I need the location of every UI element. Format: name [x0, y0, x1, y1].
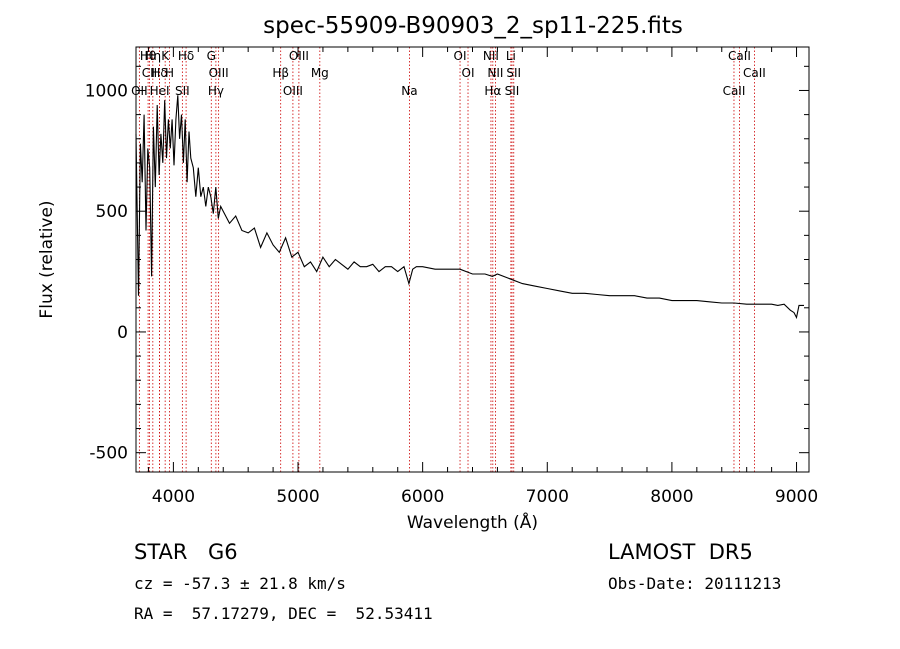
emission-line-label: CII	[142, 66, 157, 80]
y-tick-label: 500	[96, 202, 128, 222]
object-subclass: G6	[208, 540, 238, 564]
y-axis-title: Flux (relative)	[37, 200, 57, 318]
emission-line-label: CaII	[728, 49, 751, 63]
emission-line-label: CaII	[723, 84, 746, 98]
emission-line-label: Hδ	[178, 49, 194, 63]
emission-line-labels: HθCIIOIIHηHδHeIKHSIIHδOIIIHγGHβOIIIOIIIM…	[131, 49, 766, 98]
axis-ticks: 4000 5000 6000 7000 8000 9000 -500 0 500 1000	[85, 47, 818, 507]
emission-line-label: OIII	[209, 66, 229, 80]
emission-line-label: OI	[454, 49, 467, 63]
chart-title: spec-55909-B90903_2_sp11-225.fits	[263, 13, 683, 39]
x-tick-label: 5000	[276, 487, 319, 507]
emission-line-label: Hη	[145, 49, 162, 63]
emission-line-label: OII	[131, 84, 148, 98]
emission-line-label: NII	[483, 49, 499, 63]
emission-line-label: H	[165, 66, 174, 80]
emission-line-label: Hθ	[140, 49, 156, 63]
emission-line-label: OIII	[289, 49, 309, 63]
emission-line-label: NII	[487, 66, 503, 80]
emission-line-label: G	[207, 49, 216, 63]
emission-line-label: Hδ	[151, 66, 167, 80]
emission-line-label: SII	[175, 84, 190, 98]
x-axis-title: Wavelength (Å)	[407, 511, 538, 533]
x-tick-label: 4000	[152, 487, 195, 507]
sky-coordinates: RA = 57.17279, DEC = 52.53411	[134, 604, 433, 623]
y-tick-label: 1000	[85, 81, 128, 101]
emission-line-markers	[138, 47, 755, 472]
emission-line-label: HeI	[150, 84, 170, 98]
object-class: STAR	[134, 540, 188, 564]
emission-line-label: Na	[401, 84, 417, 98]
emission-line-label: Hα	[484, 84, 501, 98]
x-tick-label: 7000	[526, 487, 569, 507]
emission-line-label: Li	[506, 49, 516, 63]
y-tick-label: -500	[89, 444, 128, 464]
x-tick-label: 9000	[775, 487, 818, 507]
plot-frame	[135, 46, 810, 473]
spectrum-series-line	[135, 95, 804, 320]
y-tick-label: 0	[117, 323, 128, 343]
emission-line-label: OIII	[283, 84, 303, 98]
emission-line-label: OI	[462, 66, 475, 80]
emission-line-label: CaII	[743, 66, 766, 80]
emission-line-label: Mg	[311, 66, 329, 80]
emission-line-label: K	[161, 49, 170, 63]
emission-line-label: Hγ	[208, 84, 224, 98]
x-tick-label: 8000	[650, 487, 693, 507]
survey-release: LAMOST DR5	[608, 540, 753, 564]
emission-line-label: SII	[505, 84, 520, 98]
redshift-velocity: cz = -57.3 ± 21.8 km/s	[134, 574, 346, 593]
observation-date: Obs-Date: 20111213	[608, 574, 782, 593]
emission-line-label: Hβ	[272, 66, 289, 80]
emission-line-label: SII	[506, 66, 521, 80]
x-tick-label: 6000	[401, 487, 444, 507]
